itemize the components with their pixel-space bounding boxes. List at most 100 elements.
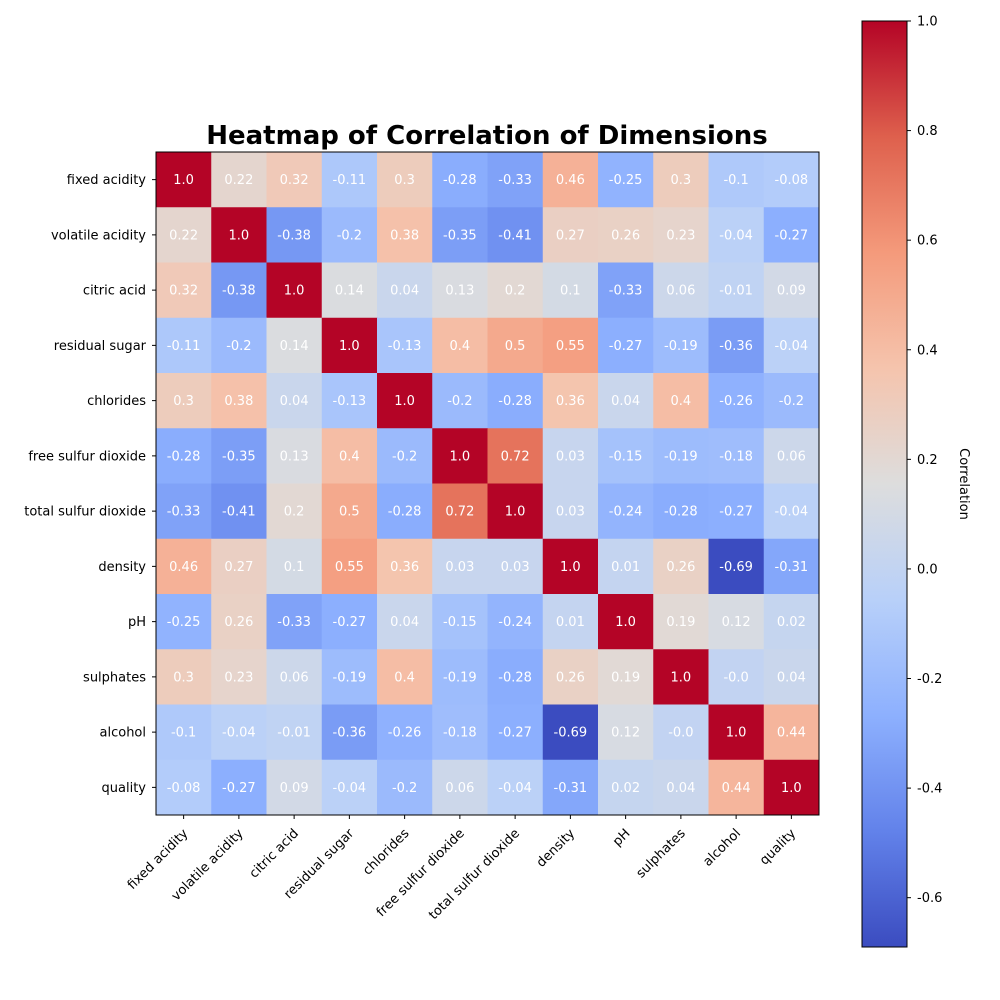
cell-value-label: -0.11 (167, 339, 201, 354)
heatmap-cell (487, 759, 544, 816)
x-tick-label: sulphates (634, 826, 689, 881)
heatmap-cell (487, 152, 544, 208)
cell-value-label: 1.0 (173, 173, 194, 188)
heatmap-cell (598, 759, 654, 816)
cell-value-label: -0.19 (443, 670, 477, 685)
cell-value-label: -0.28 (664, 505, 698, 520)
heatmap-cell (763, 649, 820, 705)
cell-value-label: 0.27 (224, 560, 253, 575)
cell-value-label: -0.38 (277, 228, 311, 243)
cell-value-label: -0.04 (719, 228, 753, 243)
heatmap-cell (432, 152, 488, 208)
heatmap-cell (211, 262, 267, 319)
chart-title: Heatmap of Correlation of Dimensions (206, 121, 768, 151)
cell-value-label: 0.4 (339, 449, 360, 464)
cell-value-label: -0.18 (719, 449, 753, 464)
heatmap-cell (487, 373, 544, 429)
colorbar-tick-label: 0.6 (917, 234, 938, 249)
cell-value-label: 0.22 (224, 173, 253, 188)
cell-value-label: -0.2 (392, 449, 417, 464)
heatmap-cell (542, 317, 599, 374)
heatmap-cell (763, 759, 820, 816)
cell-value-label: 0.19 (611, 670, 640, 685)
cell-value-label: 0.5 (339, 505, 360, 520)
colorbar-tick-label: 1.0 (917, 15, 938, 30)
heatmap-cell (321, 704, 378, 761)
heatmap-cell (598, 373, 654, 429)
cell-value-label: -0.41 (498, 228, 532, 243)
heatmap-cell (432, 594, 488, 650)
heatmap-cell (377, 704, 433, 761)
heatmap-cell (598, 538, 654, 595)
heatmap-cell (708, 704, 765, 761)
heatmap-cell-labels: 1.0 0.22 0.32 -0.11 0.3 -0.28 -0.33 0.46 -0.25 0.… (167, 173, 808, 796)
colorbar-tick-label: 0.0 (917, 562, 938, 577)
cell-value-label: 0.01 (611, 560, 640, 575)
heatmap-cell (377, 538, 433, 595)
cell-value-label: -0.33 (167, 505, 201, 520)
heatmap-cell (156, 759, 212, 816)
colorbar: -0.6 -0.4 -0.2 0.0 0.2 0.4 0.6 0.8 1.0 Correlati… (861, 15, 971, 948)
heatmap-cell (487, 428, 544, 484)
heatmap-cell (211, 428, 267, 484)
heatmap-cell (763, 373, 820, 429)
cell-value-label: -0.28 (498, 670, 532, 685)
cell-value-label: -0.27 (775, 228, 809, 243)
cell-value-label: 0.46 (556, 173, 585, 188)
heatmap-cell (321, 262, 378, 319)
heatmap-cell (763, 317, 820, 374)
x-tick-label: total sulfur dioxide (426, 826, 523, 923)
heatmap-cell (653, 759, 709, 816)
heatmap-cell (211, 373, 267, 429)
heatmap-cell (763, 262, 820, 319)
cell-value-label: -0.1 (171, 726, 196, 741)
cell-value-label: 0.1 (560, 284, 581, 299)
heatmap-cell (487, 538, 544, 595)
heatmap-cell (763, 152, 820, 208)
cell-value-label: -0.36 (719, 339, 753, 354)
heatmap-cell (432, 538, 488, 595)
cell-value-label: 0.5 (505, 339, 526, 354)
heatmap-cell (377, 594, 433, 650)
heatmap-cell (266, 704, 323, 761)
heatmap-cell (156, 538, 212, 595)
heatmap-cell (266, 373, 323, 429)
cell-value-label: 0.03 (501, 560, 530, 575)
heatmap-cell (763, 594, 820, 650)
cell-value-label: 0.23 (224, 670, 253, 685)
cell-value-label: -0.2 (447, 394, 472, 409)
heatmap-cell (377, 759, 433, 816)
cell-value-label: 0.12 (611, 726, 640, 741)
cell-value-label: 0.26 (556, 670, 585, 685)
cell-value-label: 1.0 (229, 228, 250, 243)
cell-value-label: 0.13 (445, 284, 474, 299)
heatmap-cell (432, 207, 488, 263)
heatmap-cell (653, 428, 709, 484)
colorbar-gradient (861, 20, 908, 948)
cell-value-label: 1.0 (726, 726, 747, 741)
cell-value-label: 0.09 (280, 781, 309, 796)
heatmap-cell (542, 428, 599, 484)
cell-value-label: 1.0 (560, 560, 581, 575)
heatmap-cell (653, 152, 709, 208)
x-tick-label: chlorides (360, 826, 412, 878)
heatmap-cell (156, 428, 212, 484)
heatmap-cell (598, 207, 654, 263)
cell-value-label: -0.26 (719, 394, 753, 409)
heatmap-cell (763, 428, 820, 484)
heatmap-cell (321, 594, 378, 650)
cell-value-label: -0.15 (443, 615, 477, 630)
cell-value-label: -0.19 (664, 339, 698, 354)
cell-value-label: -0.2 (392, 781, 417, 796)
heatmap-cell (542, 759, 599, 816)
heatmap-cell (708, 207, 765, 263)
heatmap-cell (542, 594, 599, 650)
cell-value-label: 1.0 (450, 449, 471, 464)
heatmap-cell (321, 207, 378, 263)
cell-value-label: -0.41 (222, 505, 256, 520)
cell-value-label: 0.46 (169, 560, 198, 575)
heatmap-cell (487, 594, 544, 650)
heatmap-cell (653, 704, 709, 761)
heatmap-cell (708, 538, 765, 595)
heatmap-cell (542, 207, 599, 263)
